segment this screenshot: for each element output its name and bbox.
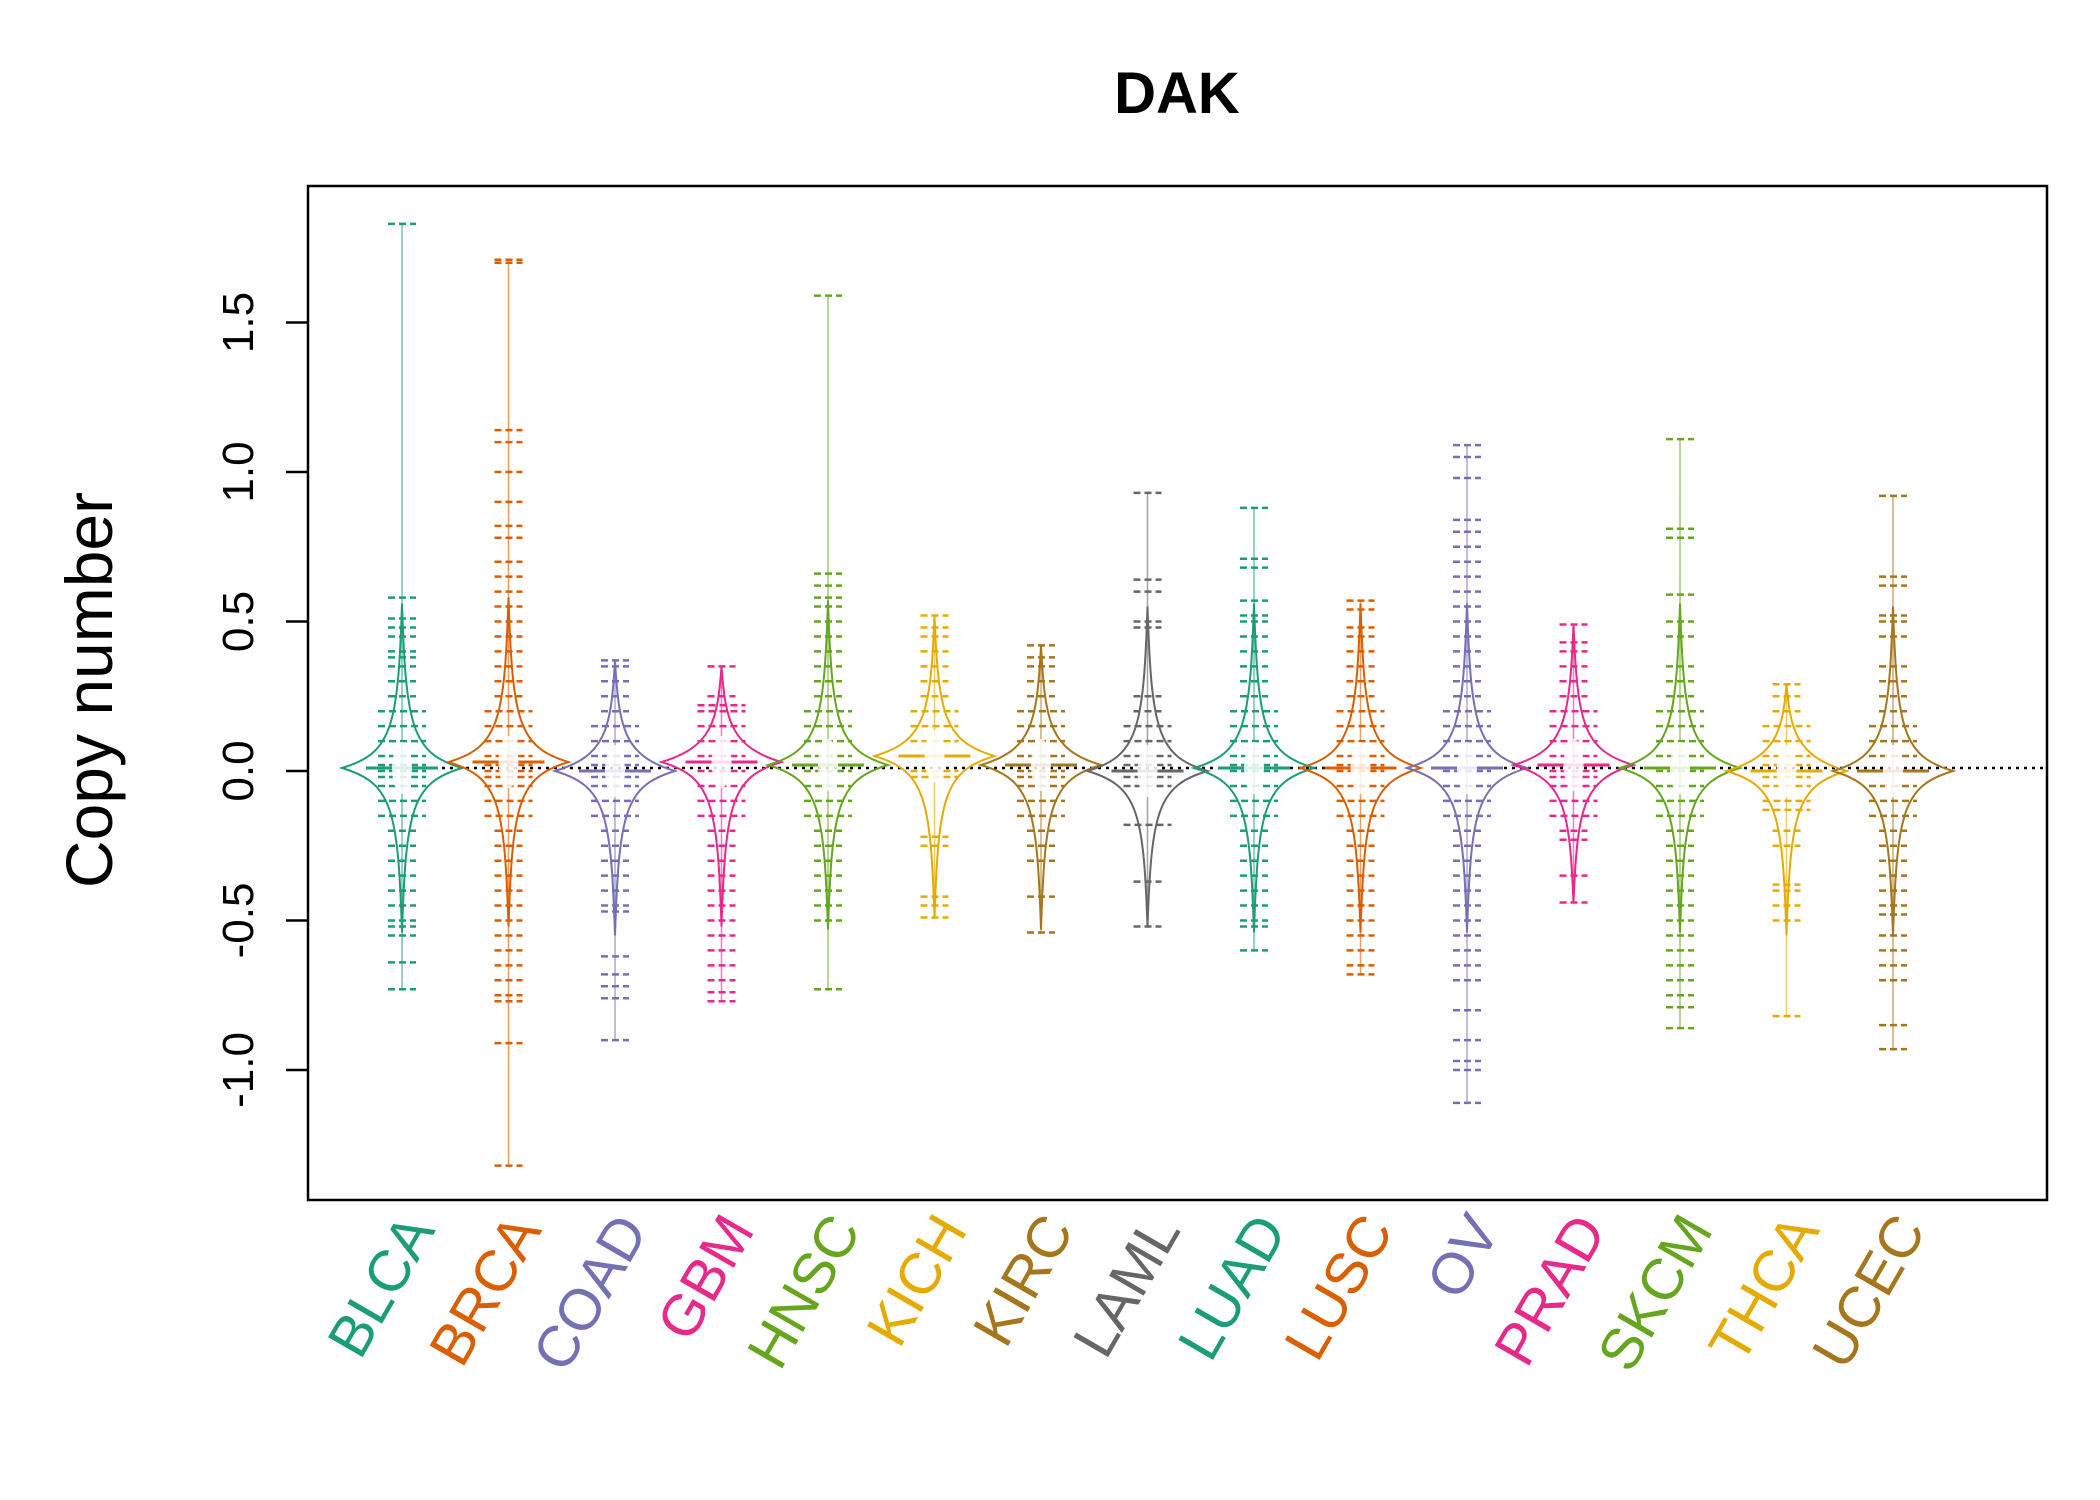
bean-ov [1403,443,1531,1105]
bean-skcm [1616,437,1744,1030]
bean-center [711,736,732,789]
bean-prad [1510,623,1637,904]
plot-frame [306,184,2049,1202]
bean-luad [1190,506,1318,952]
bean-lusc [1297,599,1424,976]
bean-hnsc [764,294,892,991]
bean-thca [1723,683,1850,1018]
bean-kirc [977,644,1105,934]
bean-center [392,742,412,795]
bean-center [1670,742,1690,795]
bean-coad [551,659,679,1042]
bean-center [1563,739,1584,792]
bean-center [605,745,625,797]
bean-center [818,739,838,792]
bean-kich [871,614,998,919]
bean-blca [338,222,466,991]
y-tick-label: -1.0 [214,1032,263,1108]
y-axis-label: Copy number [52,492,126,888]
y-tick-label: -0.5 [214,883,263,959]
y-tick-label: 1.0 [214,441,263,502]
bean-center [1244,742,1264,795]
bean-center [1883,745,1903,797]
bean-center [1457,742,1477,795]
bean-center [924,730,945,783]
bean-center [1031,739,1051,792]
y-tick-label: 1.5 [214,292,263,353]
bean-laml [1084,491,1211,928]
bean-center [1350,742,1371,795]
y-tick-label: 0.5 [214,591,263,652]
bean-gbm [658,665,785,1003]
bean-center [1776,745,1797,797]
y-tick-label: 0.0 [214,740,263,801]
chart-title: DAK [1114,61,1240,126]
bean-brca [445,258,572,1167]
y-axis: -1.0 -0.5 0.0 0.5 1.0 1.5 [214,292,308,1108]
plot-area [338,222,2047,1167]
bean-center [1137,745,1158,797]
bean-ucec [1829,494,1957,1051]
bean-center [498,736,519,789]
